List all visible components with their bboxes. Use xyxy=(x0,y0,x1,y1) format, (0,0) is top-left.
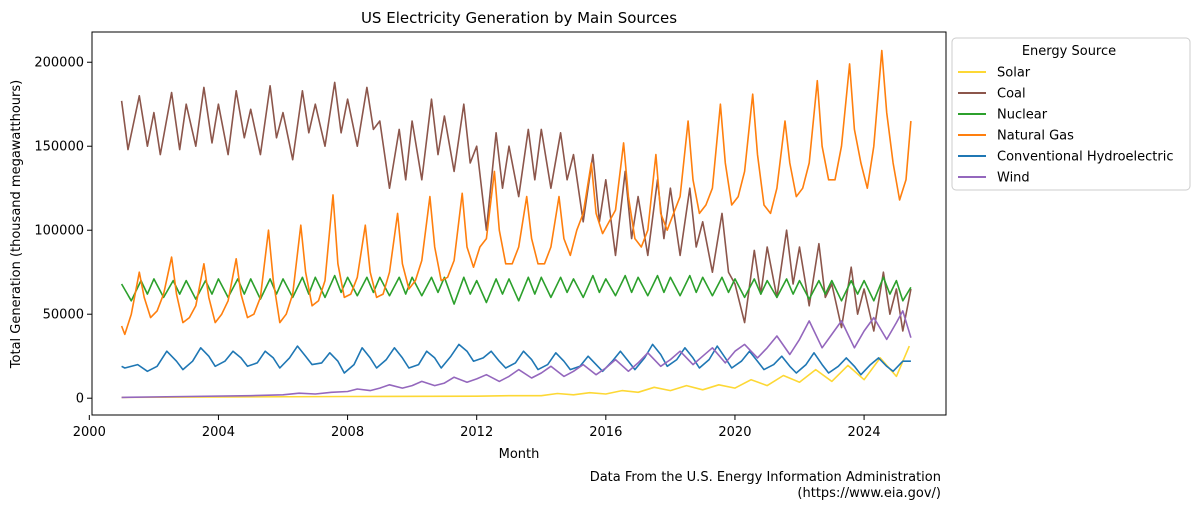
x-tick-label: 2024 xyxy=(848,425,881,440)
x-tick-label: 2012 xyxy=(460,425,493,440)
x-tick-label: 2004 xyxy=(202,425,235,440)
legend-label-coal: Coal xyxy=(997,87,1026,102)
source-note-line-2: (https://www.eia.gov/) xyxy=(797,486,941,501)
y-tick-label: 150000 xyxy=(34,140,84,155)
x-tick-label: 2008 xyxy=(331,425,364,440)
x-tick-label: 2020 xyxy=(718,425,751,440)
x-tick-label: 2000 xyxy=(73,425,106,440)
y-axis-label: Total Generation (thousand megawatthours… xyxy=(9,80,24,369)
legend-label-solar: Solar xyxy=(997,66,1031,81)
legend-label-conventional-hydroelectric: Conventional Hydroelectric xyxy=(997,150,1174,165)
y-tick-label: 200000 xyxy=(34,56,84,71)
y-tick-label: 0 xyxy=(76,392,84,407)
legend-box xyxy=(951,37,1191,191)
legend-label-nuclear: Nuclear xyxy=(997,108,1048,123)
series-line-wind xyxy=(121,310,912,399)
series-line-solar xyxy=(121,345,911,399)
x-axis: 2000 2004 2008 2012 2016 2020 2024 xyxy=(73,415,881,440)
series-line-natural-gas xyxy=(120,49,912,336)
series-line-nuclear xyxy=(120,274,912,305)
y-tick-label: 100000 xyxy=(34,224,84,239)
series-line-conventional-hydroelectric xyxy=(121,343,911,376)
x-tick-label: 2016 xyxy=(589,425,622,440)
legend-label-wind: Wind xyxy=(997,171,1030,186)
y-tick-label: 50000 xyxy=(43,308,84,323)
source-note-line-1: Data From the U.S. Energy Information Ad… xyxy=(590,470,941,485)
series-line-coal xyxy=(120,81,912,332)
legend-items: Solar Coal Nuclear Natural Gas Conventional … xyxy=(958,66,1174,186)
chart-title: US Electricity Generation by Main Source… xyxy=(361,9,677,27)
plot-frame xyxy=(91,31,947,416)
legend-title: Energy Source xyxy=(1022,44,1116,59)
legend-label-natural-gas: Natural Gas xyxy=(997,129,1074,144)
y-axis: 0 50000 100000 150000 200000 xyxy=(34,56,92,407)
x-axis-label: Month xyxy=(499,447,540,462)
plot-lines xyxy=(120,49,912,399)
legend: Energy Source Solar Coal Nuclear Natural Ga… xyxy=(951,37,1191,191)
